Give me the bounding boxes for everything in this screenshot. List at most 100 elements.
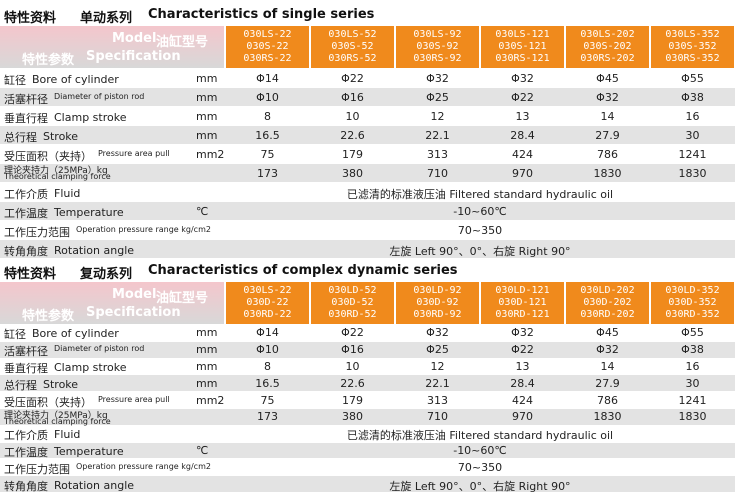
cell-value: 424 [512,147,533,161]
cell-value: 27.9 [595,376,620,390]
row-label-en: Pressure area pull [98,394,170,404]
model-name: 030S-202 [583,41,632,52]
model-name: 030S-92 [416,41,459,52]
cell-value: 786 [597,147,618,161]
cell-value: 27.9 [595,128,620,142]
row-label-en: Fluid [54,428,81,442]
header-spec-cn: 特性参数 [22,53,75,68]
cell-value: 1830 [593,166,622,180]
cell-value: 22.1 [425,376,450,390]
cell-value: 1830 [678,166,707,180]
cell-value: 710 [427,410,448,424]
model-name: 030RD-92 [413,309,462,320]
cell-value: 10 [345,109,360,123]
header-spec-cn: 特性参数 [22,309,75,324]
header-model-en: Model [112,287,157,302]
row-label-cn: 转角角度 [4,479,48,493]
model-name: 030LD-121 [495,285,550,296]
cell-value: 313 [427,147,448,161]
header-spec-en: Specification [86,305,181,320]
cell-value: 173 [257,166,278,180]
section-title: 特性资料 [4,267,57,282]
cell-value: 28.4 [510,128,535,142]
cell-value: 313 [427,393,448,407]
row-label-en: Pressure area pull [98,148,170,158]
cell-value: Φ38 [681,343,704,357]
model-name: 030D-202 [583,297,632,308]
row-unit: mm [196,360,218,373]
cell-value: Φ45 [596,71,619,85]
row-unit: ℃ [196,444,209,457]
row-bg [0,476,735,492]
span-value: 70~350 [457,460,503,474]
row-label-en: Diameter of piston rod [54,344,145,354]
model-name: 030RD-22 [243,309,292,320]
cell-value: 75 [260,393,275,407]
row-label-en: Theoretical clamping force [4,417,111,426]
model-name: 030LS-92 [413,29,462,40]
row-label-en: Temperature [54,205,124,219]
section-title: 特性资料 [4,11,57,26]
row-label-cn: 活塞杆径 [4,92,48,106]
cell-value: Φ38 [681,90,704,104]
row-label-en: Operation pressure range kg/cm2 [76,461,211,471]
header-left [0,26,224,68]
model-name: 030S-22 [246,41,289,52]
row-label-en: Operation pressure range kg/cm2 [76,224,211,234]
cell-value: Φ16 [341,343,364,357]
row-unit: mm [196,343,218,357]
row-bg [0,442,735,459]
cell-value: 424 [512,393,533,407]
model-name: 030D-52 [331,297,374,308]
cell-value: Φ22 [341,326,364,340]
row-label-en: Clamp stroke [54,361,127,374]
model-name: 030LS-121 [495,29,550,40]
row-label-en: Stroke [43,129,79,143]
row-label-cn: 垂直行程 [4,111,48,125]
model-name: 030LD-92 [413,285,462,296]
row-label-cn: 理论夹持力（25MPa）kg [4,411,108,421]
row-label-cn: 转角角度 [4,244,48,258]
cell-value: Φ22 [341,71,364,85]
model-name: 030S-121 [498,41,547,52]
header-model-cn: 油缸型号 [156,35,209,50]
cell-value: Φ14 [256,71,279,85]
model-cell: 030LD-352 030D-352 030RD-352 [651,282,734,324]
row-label-en: Rotation angle [54,478,135,492]
cell-value: Φ32 [511,326,534,340]
cell-value: 14 [600,109,615,123]
row-label-cn: 工作压力范围 [4,462,70,476]
section-title-en: Characteristics of single series [148,7,375,22]
cell-value: 970 [512,410,533,424]
row-label-en: Diameter of piston rod [54,91,145,101]
model-name: 030RS-202 [580,53,635,64]
model-cell: 030LS-352 030S-352 030RS-352 [651,26,734,68]
model-name: 030RS-52 [328,53,377,64]
span-value: 左旋 Left 90°、0°、右旋 Right 90° [389,479,571,493]
row-label-cn: 受压面积（夹持） [4,149,92,163]
model-name: 030D-92 [416,297,459,308]
row-unit: mm [196,326,218,340]
cell-value: 30 [685,128,700,142]
row-unit: ℃ [196,204,209,218]
model-name: 030LS-22 [243,29,292,40]
row-bg [0,240,735,258]
row-label-cn: 工作介质 [4,429,48,443]
model-cell: 030LS-52 030S-52 030RS-52 [311,26,394,68]
section-series: 复动系列 [80,267,133,282]
row-label-en: Theoretical clamping force [4,172,111,181]
cell-value: Φ25 [426,343,449,357]
cell-value: 8 [264,360,271,373]
row-label-cn: 总行程 [4,130,37,144]
model-name: 030D-121 [498,297,547,308]
header-model-cn: 油缸型号 [156,291,209,306]
model-name: 030LS-352 [665,29,720,40]
span-value: 70~350 [457,223,503,237]
row-label-cn: 缸径 [4,73,26,87]
model-cell: 030LS-121 030S-121 030RS-121 [481,26,564,68]
cell-value: 12 [430,360,445,373]
row-unit: mm2 [196,393,225,407]
row-label-cn: 工作温度 [4,446,48,459]
model-cell: 030LS-92 030S-92 030RS-92 [396,26,479,68]
row-unit: mm2 [196,147,225,161]
